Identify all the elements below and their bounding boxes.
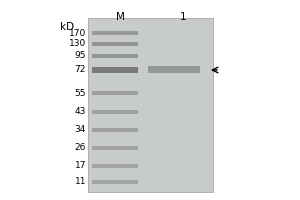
Bar: [92, 110, 138, 114]
Bar: [92, 54, 138, 58]
Text: 130: 130: [69, 40, 86, 48]
Bar: [92, 164, 138, 168]
Text: 34: 34: [75, 126, 86, 134]
Text: 26: 26: [75, 144, 86, 152]
Text: 72: 72: [75, 66, 86, 74]
Text: kD: kD: [60, 22, 74, 32]
Bar: [92, 31, 138, 35]
Text: 17: 17: [74, 162, 86, 170]
Text: 11: 11: [74, 178, 86, 186]
Text: M: M: [116, 12, 124, 22]
Bar: [92, 146, 138, 150]
Bar: [92, 42, 138, 46]
Bar: [92, 180, 138, 184]
Text: 1: 1: [180, 12, 186, 22]
Text: 170: 170: [69, 28, 86, 38]
Bar: [92, 91, 138, 95]
Text: 43: 43: [75, 108, 86, 116]
Bar: [92, 128, 138, 132]
Text: 55: 55: [74, 88, 86, 98]
Text: 95: 95: [74, 51, 86, 60]
Bar: [92, 67, 138, 73]
Bar: [148, 66, 200, 73]
Bar: [88, 18, 213, 192]
